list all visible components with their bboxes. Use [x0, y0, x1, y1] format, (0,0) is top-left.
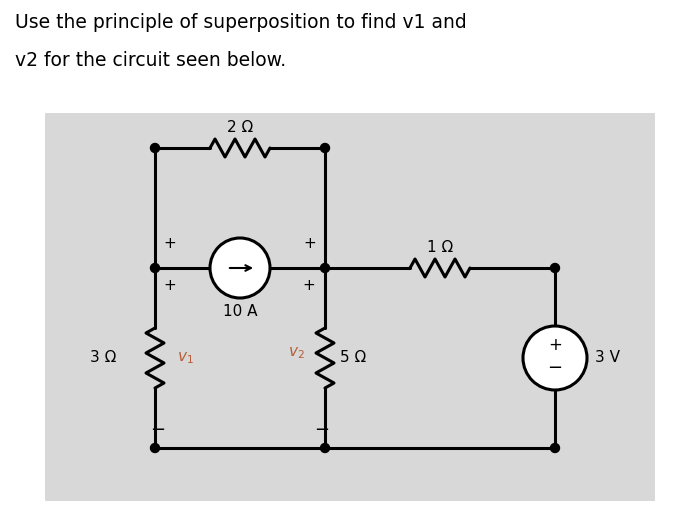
- Text: +: +: [164, 235, 176, 251]
- Text: 2 Ω: 2 Ω: [227, 120, 253, 135]
- Text: −: −: [547, 359, 563, 377]
- Circle shape: [523, 326, 587, 390]
- Text: −: −: [150, 421, 166, 439]
- Circle shape: [550, 264, 559, 272]
- Circle shape: [150, 264, 160, 272]
- Text: $v_1$: $v_1$: [177, 350, 194, 366]
- Circle shape: [150, 444, 160, 452]
- Text: +: +: [164, 279, 176, 293]
- Circle shape: [550, 444, 559, 452]
- Text: +: +: [302, 279, 316, 293]
- Text: $v_2$: $v_2$: [288, 345, 305, 361]
- Text: +: +: [304, 235, 316, 251]
- Text: 10 A: 10 A: [223, 304, 258, 320]
- Text: 5 Ω: 5 Ω: [340, 350, 366, 366]
- Text: 1 Ω: 1 Ω: [427, 241, 453, 256]
- Circle shape: [321, 143, 330, 153]
- Circle shape: [321, 444, 330, 452]
- Circle shape: [150, 143, 160, 153]
- Text: −: −: [314, 421, 330, 439]
- Text: 3 Ω: 3 Ω: [90, 350, 116, 366]
- Circle shape: [321, 264, 330, 272]
- Text: Use the principle of superposition to find v1 and: Use the principle of superposition to fi…: [15, 13, 467, 32]
- Text: +: +: [548, 336, 562, 354]
- Text: v2 for the circuit seen below.: v2 for the circuit seen below.: [15, 51, 286, 70]
- Bar: [45, 113, 655, 501]
- Text: 3 V: 3 V: [595, 350, 620, 366]
- Circle shape: [210, 238, 270, 298]
